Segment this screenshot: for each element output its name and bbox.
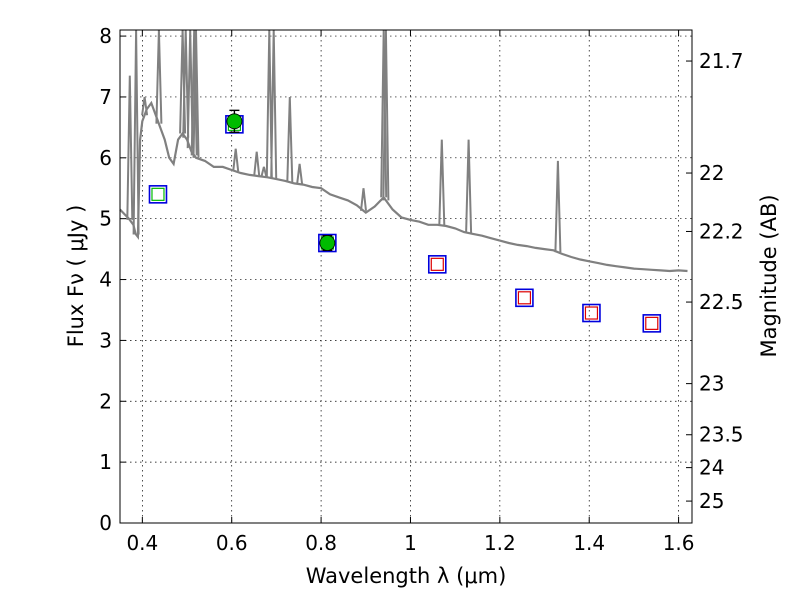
y-tick-label: 6 (99, 146, 112, 170)
emission-line-spike (232, 148, 240, 172)
model-photometry-inner-square (151, 187, 165, 201)
x-tick-label: 1.2 (484, 531, 516, 555)
right-tick-label: 25 (699, 489, 724, 513)
emission-line-spike (132, 29, 140, 235)
x-tick-label: 1 (404, 531, 417, 555)
right-tick-label: 22 (699, 161, 724, 185)
spectrum-continuum (119, 100, 688, 273)
observed-photometry-point (319, 235, 336, 251)
model-photometry-square (148, 185, 168, 204)
model-photometry-inner-square (584, 306, 599, 320)
model-photometry-square (582, 303, 601, 323)
y-tick-label: 1 (99, 450, 112, 474)
right-tick-label: 23.5 (699, 423, 744, 447)
emission-line-spike (141, 96, 149, 116)
y-axis-title: Flux Fν ( μJy ) (64, 205, 88, 348)
photometry-layer (148, 109, 662, 333)
x-tick-label: 0.6 (216, 531, 248, 555)
emission-line-spike (253, 151, 261, 176)
x-tick-label: 1.6 (663, 531, 695, 555)
right-tick-label: 23 (699, 372, 724, 396)
emission-line-spike (126, 75, 134, 220)
axis-titles: Wavelength λ (μm) Flux Fν ( μJy ) Magnit… (64, 194, 781, 588)
right-tick-label: 22.2 (699, 219, 744, 243)
emission-line-spike (270, 29, 278, 179)
right-tick-label: 21.7 (699, 49, 744, 73)
x-tick-label: 0.4 (126, 531, 158, 555)
model-photometry-inner-square (430, 257, 444, 271)
right-axis-title: Magnitude (AB) (757, 194, 781, 357)
y-tick-label: 7 (99, 85, 112, 109)
model-photometry-square (427, 255, 447, 274)
observed-photometry-point (226, 113, 243, 130)
emission-line-spike (296, 163, 304, 185)
emission-line-spike (554, 160, 562, 253)
right-tick-label: 22.5 (699, 290, 744, 314)
emission-line-spike (465, 139, 473, 234)
y-tick-label: 2 (99, 389, 112, 413)
y-tick-label: 8 (99, 24, 112, 48)
y-tick-label: 4 (99, 268, 112, 292)
emission-line-spike (438, 139, 446, 226)
model-photometry-inner-square (645, 316, 659, 330)
emission-line-spike (155, 29, 163, 124)
plot-frame (119, 29, 693, 524)
y-tick-label: 5 (99, 207, 112, 231)
emission-line-spike (286, 96, 294, 183)
x-tick-label: 1.4 (573, 531, 605, 555)
model-photometry-square (642, 314, 662, 333)
y-tick-label: 3 (99, 328, 112, 352)
y-tick-label: 0 (99, 511, 112, 535)
model-photometry-inner-square (517, 291, 532, 305)
emission-line-spike (360, 188, 367, 211)
spectrum-layer (119, 29, 688, 273)
x-axis-title: Wavelength λ (μm) (306, 564, 507, 588)
model-photometry-square (318, 233, 337, 253)
tick-layer: 0.4 0.6 0.8 1 1.2 1.4 1.601234567821.72222.222… (99, 24, 743, 555)
x-tick-label: 0.8 (305, 531, 337, 555)
right-tick-label: 24 (699, 456, 724, 480)
emission-line-spike (260, 166, 268, 178)
grid-lines (120, 30, 692, 523)
model-photometry-square (515, 288, 534, 308)
